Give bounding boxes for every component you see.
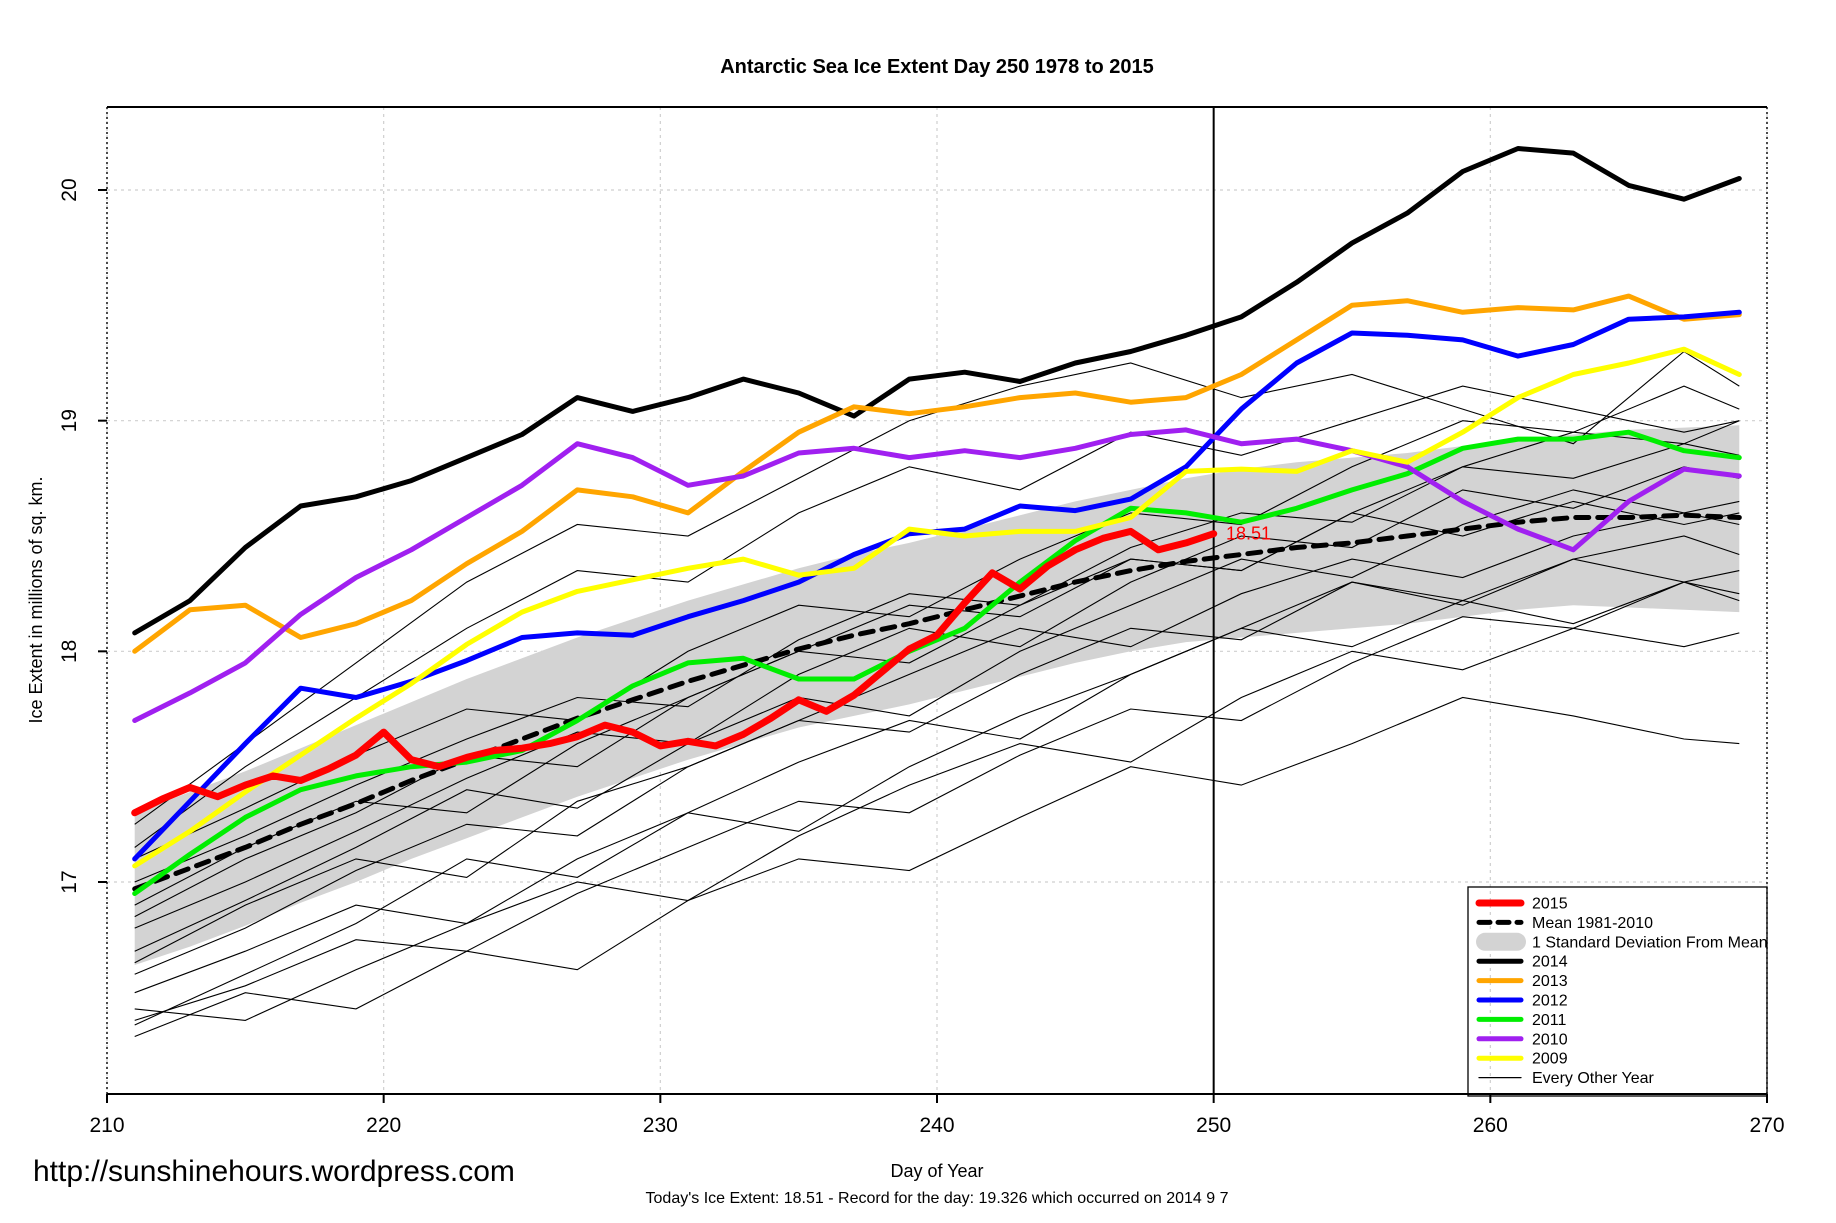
legend-label-2014: 2014 [1532,954,1568,971]
legend-label-2015: 2015 [1532,896,1568,913]
series-2013 [132,293,1742,654]
series-2009 [132,346,1742,869]
y-tick-label-17: 17 [58,870,81,893]
series-2015 [131,527,1218,817]
other-year-line-11 [134,558,1740,975]
legend-label-every-other-year: Every Other Year [1532,1070,1655,1087]
other-year-line-3 [134,535,1740,1026]
series-2014 [132,146,1742,636]
x-tick-label-250: 250 [1196,1114,1231,1137]
std-deviation-band [134,425,1740,965]
legend-label-2012: 2012 [1532,993,1568,1010]
legend: 2015 Mean 1981-2010 1 Standard Deviation F… [1467,886,1768,1097]
legend-label-2009: 2009 [1532,1051,1568,1068]
other-year-line-0 [134,696,1740,1038]
other-year-line-13 [134,500,1740,918]
y-axis-label: Ice Extent in millions of sq. km. [26,476,46,723]
other-year-line-12 [134,581,1740,1021]
legend-label-2013: 2013 [1532,973,1568,990]
other-year-line-1 [134,627,1740,1021]
legend-swatch-band [1476,932,1526,951]
other-year-line-10 [134,350,1740,825]
other-year-line-2 [134,581,1740,994]
series-2011 [132,429,1742,896]
x-tick-label-230: 230 [643,1114,678,1137]
chart-title: Antarctic Sea Ice Extent Day 250 1978 to… [720,56,1154,78]
y-tick-label-18: 18 [58,640,81,663]
current-value-annotation: 18.51 [1226,524,1271,544]
legend-label-2010: 2010 [1532,1031,1568,1048]
watermark-url: http://sunshinehours.wordpress.com [33,1155,515,1188]
other-year-line-6 [134,466,1740,929]
plot-area: 210 220 230 240 250 260 270 17 18 19 20 [58,106,1785,1137]
x-axis-label: Day of Year [890,1161,983,1181]
legend-label-1-standard-deviation-from-mean: 1 Standard Deviation From Mean [1532,934,1768,951]
other-year-line-5 [134,489,1740,952]
legend-label-mean-1981-2010: Mean 1981-2010 [1532,915,1653,932]
x-tick-label-220: 220 [366,1114,401,1137]
series-2010 [132,427,1742,723]
todays-extent-footnote: Today's Ice Extent: 18.51 - Record for t… [646,1190,1229,1207]
y-tick-label-19: 19 [58,409,81,432]
series-mean-1981-2010 [132,512,1742,892]
y-tick-label-20: 20 [58,178,81,201]
x-tick-label-270: 270 [1749,1114,1784,1137]
other-year-line-7 [134,443,1740,906]
x-tick-label-210: 210 [89,1114,124,1137]
x-tick-label-260: 260 [1473,1114,1508,1137]
legend-label-2011: 2011 [1532,1012,1567,1029]
legend-box [1467,886,1768,1097]
other-year-line-4 [134,512,1740,964]
x-tick-label-240: 240 [919,1114,954,1137]
